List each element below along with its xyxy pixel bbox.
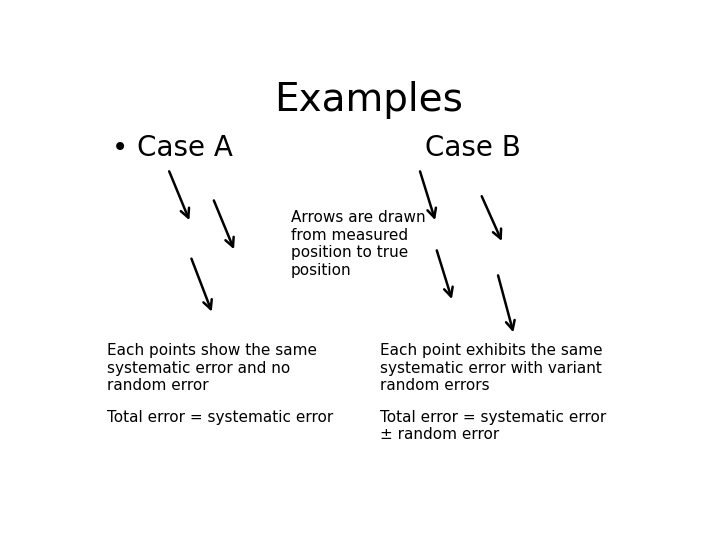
Text: Total error = systematic error: Total error = systematic error [107,410,333,425]
Text: Total error = systematic error
± random error: Total error = systematic error ± random … [380,410,606,442]
Text: • Case A: • Case A [112,134,233,162]
Text: Arrows are drawn
from measured
position to true
position: Arrows are drawn from measured position … [291,210,426,278]
Text: Case B: Case B [425,134,521,162]
Text: Each point exhibits the same
systematic error with variant
random errors: Each point exhibits the same systematic … [380,343,603,393]
Text: Examples: Examples [274,82,464,119]
Text: Each points show the same
systematic error and no
random error: Each points show the same systematic err… [107,343,317,393]
